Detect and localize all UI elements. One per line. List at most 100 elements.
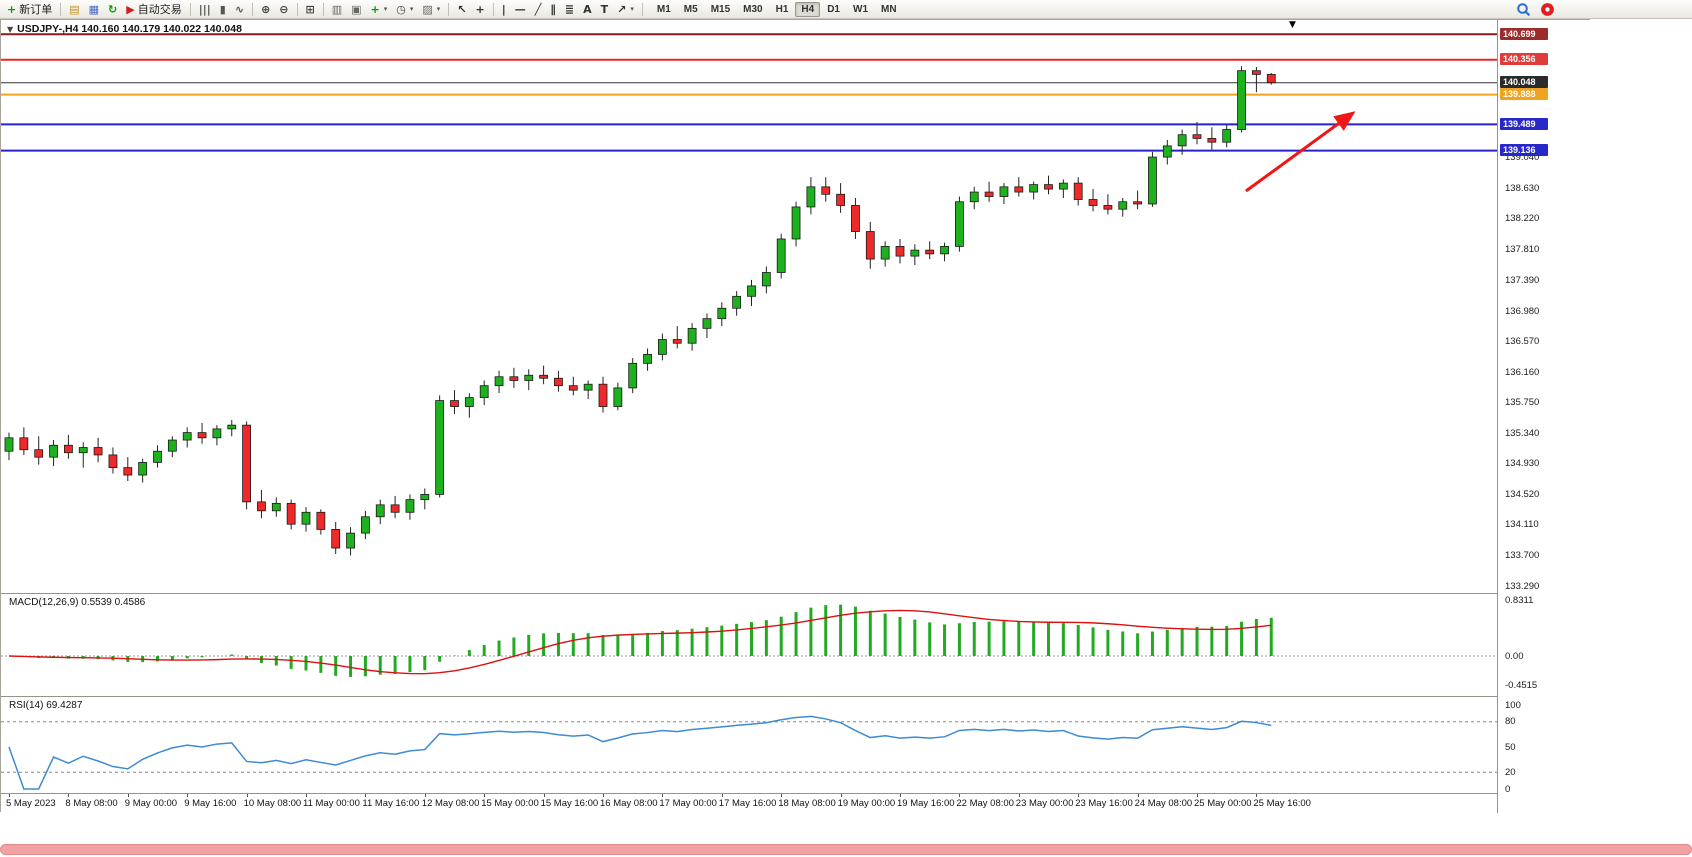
indicators-icon[interactable]: ▥ <box>328 1 346 17</box>
arrow-annotation[interactable] <box>1245 111 1356 193</box>
candlestick-chart-icon[interactable]: ▮ <box>216 1 230 17</box>
channel-icon: ∥ <box>550 2 556 16</box>
new-order-button[interactable]: + 新订单 <box>3 1 56 17</box>
zoom-in-icon: ⊕ <box>261 2 271 16</box>
timeframe-m1-button[interactable]: M1 <box>656 3 671 15</box>
arrows-icon[interactable]: ↗ ▾ <box>613 1 638 17</box>
toolbar-separator <box>60 2 62 16</box>
vertical-line-icon[interactable]: | <box>498 1 510 17</box>
candle <box>138 461 148 476</box>
time-tick <box>1018 794 1020 797</box>
trendline-icon[interactable]: ╱ <box>531 1 546 17</box>
periods-icon[interactable]: ◷ ▾ <box>392 1 417 17</box>
candle <box>494 376 504 387</box>
rsi-tick: 0 <box>1505 783 1511 795</box>
refresh-icon[interactable]: ↻ <box>104 1 121 17</box>
alert-icon[interactable] <box>1540 2 1555 22</box>
charts-icon: ▤ <box>69 2 80 16</box>
price-tick: 136.160 <box>1505 366 1540 378</box>
zoom-out-icon[interactable]: ⊖ <box>275 1 292 17</box>
time-tick <box>187 794 189 797</box>
search-icon[interactable] <box>1516 2 1531 22</box>
price-tick: 134.520 <box>1505 488 1540 500</box>
time-label: 15 May 00:00 <box>481 798 539 809</box>
candle <box>464 397 474 407</box>
axis-divider <box>1 793 1590 794</box>
add-indicator-icon[interactable]: + ▾ <box>367 1 392 17</box>
price-tick: 138.630 <box>1505 182 1540 194</box>
candle <box>672 339 682 344</box>
price-tick: 134.930 <box>1505 458 1540 470</box>
candle <box>865 231 875 260</box>
dropdown-arrow-icon[interactable]: ▾ <box>436 5 441 13</box>
candle <box>1014 186 1024 193</box>
arrows-icon: ↗ <box>617 2 627 16</box>
candle <box>390 504 400 513</box>
channel-icon[interactable]: ∥ <box>546 1 560 17</box>
candle <box>108 454 118 469</box>
time-tick <box>365 794 367 797</box>
timeframe-m5-button[interactable]: M5 <box>683 3 698 15</box>
candle <box>78 447 88 454</box>
price-tick: 133.290 <box>1505 580 1540 592</box>
candle <box>360 516 370 534</box>
candle <box>316 511 326 530</box>
dropdown-arrow-icon[interactable]: ▾ <box>409 5 414 13</box>
timeframe-d1-button[interactable]: D1 <box>827 3 840 15</box>
cursor-icon[interactable]: ↖ <box>453 1 470 17</box>
time-label: 10 May 08:00 <box>243 798 302 809</box>
timeframe-m15-button[interactable]: M15 <box>710 3 731 15</box>
data-window-icon: ▣ <box>351 2 362 16</box>
refresh-icon: ↻ <box>108 2 118 16</box>
chart-title-text: USDJPY-,H4 140.160 140.179 140.022 140.0… <box>17 23 242 35</box>
timeframe-h4-button[interactable]: H4 <box>795 1 821 17</box>
autotrading-button[interactable]: ▶ 自动交易 <box>122 1 185 17</box>
macd-label: MACD(12,26,9) 0.5539 0.4586 <box>9 597 146 608</box>
price-tick: 136.980 <box>1505 305 1540 317</box>
timeframe-m30-button[interactable]: M30 <box>743 3 763 15</box>
label-icon[interactable]: T <box>597 1 613 17</box>
indicators-icon: ▥ <box>331 2 343 16</box>
templates-icon[interactable]: ▨ ▾ <box>418 1 444 17</box>
dropdown-arrow-icon[interactable]: ▾ <box>383 5 388 13</box>
charts-icon[interactable]: ▤ <box>65 1 83 17</box>
time-axis: 5 May 2023 8 May 08:00 9 May 00:00 9 May 16… <box>1 794 1497 813</box>
candlestick-chart-icon: ▮ <box>219 2 226 16</box>
time-label: 11 May 00:00 <box>303 798 360 809</box>
text-icon[interactable]: A <box>579 1 596 17</box>
chart-shift-icon[interactable]: ▼ <box>1289 20 1296 30</box>
line-chart-icon[interactable]: ∿ <box>231 1 248 17</box>
support-line-upper-price-label: 139.489 <box>1500 117 1548 130</box>
chart-collapse-icon[interactable]: ▼ <box>7 24 14 34</box>
candle <box>984 191 994 197</box>
price-chart[interactable] <box>1 20 1497 593</box>
dropdown-arrow-icon[interactable]: ▾ <box>630 5 634 13</box>
rsi-panel[interactable] <box>1 697 1497 793</box>
crosshair-icon[interactable]: + <box>472 1 489 17</box>
data-window-icon[interactable]: ▣ <box>347 1 365 17</box>
tile-windows-icon[interactable]: ⊞ <box>302 1 319 17</box>
candle <box>375 504 385 518</box>
profiles-icon[interactable]: ▦ <box>85 1 103 17</box>
time-tick <box>721 794 723 797</box>
time-label: 23 May 00:00 <box>1015 798 1074 809</box>
scrollbar-thumb[interactable] <box>0 844 1692 855</box>
candle <box>524 374 534 381</box>
fibonacci-icon[interactable]: ≣ <box>561 1 578 17</box>
candle <box>880 246 890 260</box>
timeframe-w1-button[interactable]: W1 <box>853 3 868 15</box>
time-label: 12 May 08:00 <box>421 798 480 809</box>
panel-divider[interactable] <box>1 593 1590 594</box>
time-label: 19 May 00:00 <box>837 798 896 809</box>
autotrading-button-label: 自动交易 <box>137 4 182 16</box>
candle <box>895 246 905 257</box>
candle <box>583 383 593 391</box>
horizontal-line-icon[interactable]: — <box>511 1 530 17</box>
timeframe-mn-button[interactable]: MN <box>881 3 897 15</box>
macd-panel[interactable] <box>1 594 1497 696</box>
timeframe-h1-button[interactable]: H1 <box>775 3 789 15</box>
bar-chart-icon[interactable]: ||| <box>195 1 215 17</box>
zoom-in-icon[interactable]: ⊕ <box>257 1 274 17</box>
time-label: 11 May 16:00 <box>362 798 420 809</box>
panel-divider[interactable] <box>1 696 1590 697</box>
